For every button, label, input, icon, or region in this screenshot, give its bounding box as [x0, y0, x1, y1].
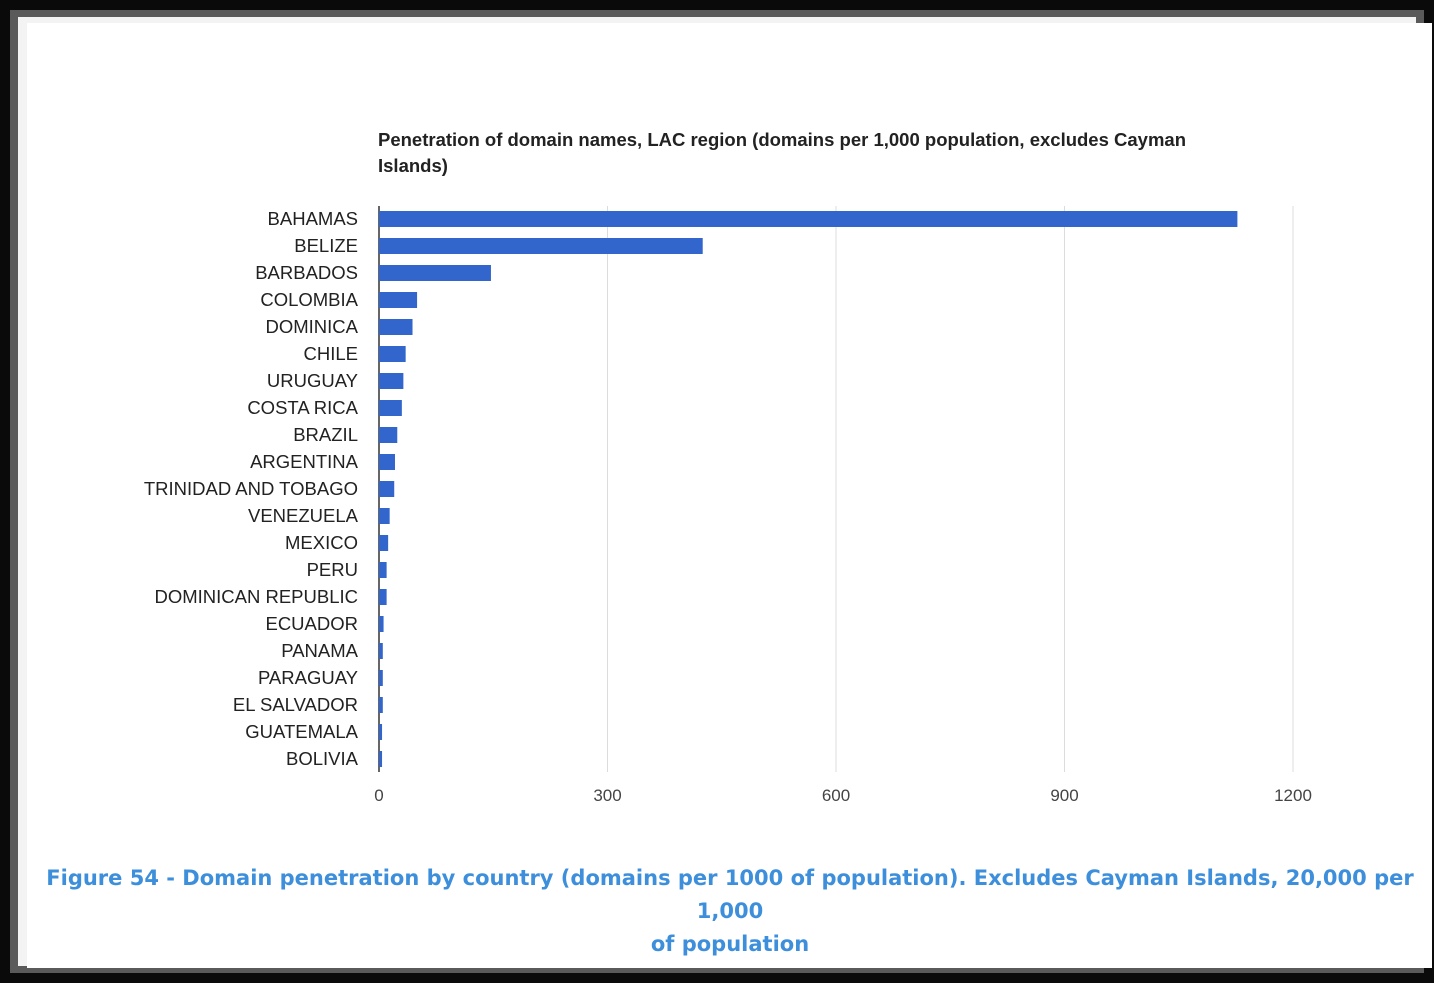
bar	[379, 643, 383, 659]
bar	[379, 265, 491, 281]
caption-line-2: of population	[650, 932, 810, 956]
bar	[379, 400, 402, 416]
category-label: MEXICO	[285, 532, 358, 553]
category-label: CHILE	[304, 343, 359, 364]
bar	[379, 319, 413, 335]
x-tick-label: 900	[1050, 786, 1078, 805]
category-label: VENEZUELA	[248, 505, 359, 526]
x-tick-label: 300	[593, 786, 621, 805]
bar	[379, 508, 390, 524]
x-tick-label: 600	[822, 786, 850, 805]
category-label: DOMINICA	[266, 316, 359, 337]
category-label: COLOMBIA	[260, 289, 358, 310]
bar	[379, 589, 387, 605]
x-tick-label: 1200	[1274, 786, 1312, 805]
x-tick-label: 0	[374, 786, 383, 805]
bar	[379, 292, 418, 308]
bar	[379, 670, 383, 686]
bar	[379, 697, 383, 713]
bar	[379, 346, 406, 362]
category-label: EL SALVADOR	[233, 694, 358, 715]
category-label: ECUADOR	[265, 613, 358, 634]
category-label: PANAMA	[281, 640, 358, 661]
caption-line-1: Figure 54 - Domain penetration by countr…	[46, 866, 1414, 923]
category-label: URUGUAY	[267, 370, 358, 391]
bar	[379, 211, 1238, 227]
category-label: BRAZIL	[293, 424, 358, 445]
figure-caption: Figure 54 - Domain penetration by countr…	[40, 862, 1420, 961]
bar	[379, 373, 404, 389]
category-label: GUATEMALA	[245, 721, 358, 742]
figure-panel	[27, 23, 1432, 968]
category-label: BARBADOS	[255, 262, 358, 283]
category-label: PERU	[307, 559, 358, 580]
category-label: BAHAMAS	[268, 208, 358, 229]
bar	[379, 616, 384, 632]
category-label: DOMINICAN REPUBLIC	[154, 586, 358, 607]
bar	[379, 481, 395, 497]
category-label: TRINIDAD AND TOBAGO	[144, 478, 358, 499]
bar	[379, 751, 383, 767]
category-label: PARAGUAY	[258, 667, 358, 688]
category-label: BOLIVIA	[286, 748, 359, 769]
category-label: ARGENTINA	[250, 451, 359, 472]
bar	[379, 724, 383, 740]
bar	[379, 535, 389, 551]
bar	[379, 562, 387, 578]
bar	[379, 238, 703, 254]
bar	[379, 454, 395, 470]
category-label: BELIZE	[294, 235, 358, 256]
chart-title: Penetration of domain names, LAC region …	[378, 129, 1187, 176]
category-label: COSTA RICA	[247, 397, 358, 418]
bar	[379, 427, 398, 443]
